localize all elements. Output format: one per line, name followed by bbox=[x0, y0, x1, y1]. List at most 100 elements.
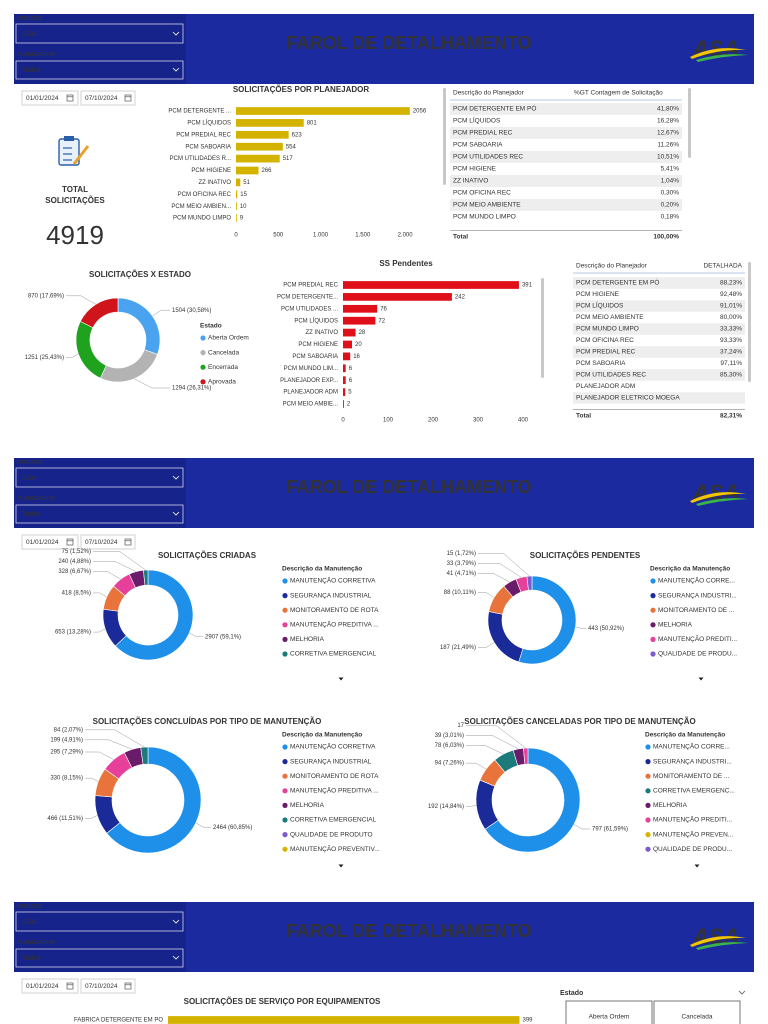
legend-label: MELHORIA bbox=[653, 802, 688, 809]
legend-marker bbox=[650, 593, 656, 599]
legend-scroll[interactable] bbox=[698, 677, 704, 681]
table-cell: ZZ INATIVO bbox=[453, 178, 488, 185]
dropdown[interactable] bbox=[15, 60, 184, 80]
data-label: 623 bbox=[292, 132, 303, 138]
dropdown[interactable] bbox=[15, 911, 184, 932]
bar bbox=[343, 316, 376, 325]
legend-marker bbox=[282, 636, 288, 643]
legend-marker bbox=[282, 759, 288, 765]
calendar-icon bbox=[124, 94, 132, 102]
data-label: 554 bbox=[286, 144, 297, 150]
bar bbox=[343, 281, 519, 289]
table-cell: 88,23% bbox=[720, 280, 742, 287]
legend-scroll[interactable] bbox=[694, 864, 700, 868]
date-box[interactable] bbox=[21, 90, 79, 106]
logo-swoosh bbox=[690, 48, 746, 59]
date-box[interactable] bbox=[80, 534, 136, 550]
slicer-button[interactable] bbox=[565, 1000, 653, 1024]
dropdown-caret bbox=[172, 31, 180, 36]
legend-label: MANUTENÇÃO CORRE... bbox=[658, 576, 735, 585]
leader-line bbox=[466, 805, 477, 807]
category-label: PCM SABOARIA bbox=[185, 144, 231, 150]
legend-label: MONITORAMENTO DE ROTA bbox=[290, 773, 379, 780]
filter-label: UNIDADE bbox=[17, 460, 42, 466]
table-cell: 85,30% bbox=[720, 372, 742, 379]
dropdown[interactable] bbox=[15, 504, 184, 524]
table-header: %GT Contagem de Solicitação bbox=[574, 90, 663, 97]
table-total-bg bbox=[573, 410, 745, 421]
category-label: PLANEJADOR EXP... bbox=[280, 378, 338, 384]
leader-line bbox=[85, 729, 145, 748]
bar bbox=[236, 142, 283, 151]
x-tick-label: 300 bbox=[473, 418, 484, 424]
legend-label: MANUTENÇÃO CORRE... bbox=[653, 742, 730, 751]
legend-label: QUALIDADE DE PRODUTO bbox=[290, 831, 373, 838]
leader-line bbox=[478, 573, 510, 583]
legend-scroll[interactable] bbox=[338, 677, 344, 681]
table-cell: PCM OFICINA REC bbox=[576, 337, 634, 344]
x-tick-label: 1.500 bbox=[355, 233, 371, 239]
legend-label: MELHORIA bbox=[290, 636, 325, 643]
scrollbar[interactable] bbox=[541, 278, 544, 378]
data-label: 1294 (26,31%) bbox=[172, 386, 211, 392]
table-row-bg bbox=[573, 300, 745, 312]
scrollbar[interactable] bbox=[748, 262, 751, 382]
x-tick-label: 2.000 bbox=[398, 233, 414, 239]
category-label: ZZ INATIVO bbox=[305, 330, 338, 336]
header-title: FAROL DE DETALHAMENTO bbox=[286, 33, 531, 53]
date-start: 01/01/2024 bbox=[26, 95, 59, 102]
category-label: FABRICA DETERGENTE EM PO bbox=[74, 1018, 163, 1024]
slicer-button[interactable] bbox=[653, 1000, 741, 1024]
dropdown[interactable] bbox=[15, 948, 184, 968]
legend-marker bbox=[650, 578, 656, 584]
donut-slice bbox=[487, 611, 524, 663]
bar bbox=[343, 293, 452, 301]
data-label: 1251 (25,43%) bbox=[25, 355, 64, 361]
table-cell: PCM MEIO AMBIENTE bbox=[576, 314, 644, 321]
category-label: PCM OFICINA REC bbox=[178, 192, 232, 198]
date-box[interactable] bbox=[80, 90, 136, 106]
date-box[interactable] bbox=[21, 978, 79, 994]
kpi-icon-pencil bbox=[72, 145, 90, 165]
table-cell: PCM MUNDO LIMPO bbox=[576, 326, 639, 333]
category-label: PCM UTILIDADES ... bbox=[281, 306, 338, 312]
bar bbox=[236, 130, 289, 139]
table-row-bg bbox=[573, 392, 745, 404]
legend-label: SEGURANÇA INDUSTRIAL bbox=[290, 758, 372, 765]
table-row-bg bbox=[450, 127, 682, 139]
legend-label: MANUTENÇÃO PREDITIVA ... bbox=[290, 620, 379, 629]
category-label: PLANEJADOR ADM bbox=[283, 390, 338, 396]
leader-line bbox=[478, 553, 530, 577]
table-header: Descrição do Planejador bbox=[453, 90, 525, 97]
leader-line bbox=[478, 642, 495, 648]
legend-label: MANUTENÇÃO PREDITIVA ... bbox=[290, 786, 379, 795]
scrollbar[interactable] bbox=[443, 88, 446, 185]
date-box[interactable] bbox=[21, 534, 79, 550]
bar bbox=[236, 154, 280, 163]
table-row-bg bbox=[450, 175, 682, 187]
legend-marker bbox=[282, 802, 288, 809]
legend-label: QUALIDADE DE PRODU... bbox=[653, 846, 732, 853]
bar bbox=[343, 328, 356, 337]
kpi-value: 4919 bbox=[46, 220, 104, 250]
leader-line bbox=[93, 628, 106, 633]
legend-marker bbox=[650, 636, 656, 643]
legend-label: MELHORIA bbox=[658, 622, 693, 629]
data-label: 2464 (60,85%) bbox=[213, 825, 252, 831]
date-box[interactable] bbox=[80, 978, 136, 994]
dropdown[interactable] bbox=[15, 23, 184, 44]
category-label: PCM SABOARIA bbox=[292, 354, 338, 360]
data-label: 466 (11,51%) bbox=[47, 816, 83, 822]
legend-title: Descrição da Manutenção bbox=[282, 566, 362, 573]
legend-scroll[interactable] bbox=[338, 864, 344, 868]
table-cell: 41,80% bbox=[657, 106, 679, 113]
legend-marker bbox=[200, 379, 206, 385]
data-label: 240 (4,88%) bbox=[58, 559, 91, 565]
table-cell: 10,51% bbox=[657, 154, 679, 161]
scrollbar[interactable] bbox=[688, 88, 691, 158]
calendar-icon bbox=[66, 538, 74, 546]
legend-label: SEGURANÇA INDUSTRI... bbox=[653, 758, 732, 765]
category-label: PCM MEIO AMBIEN... bbox=[171, 204, 231, 210]
dropdown[interactable] bbox=[15, 467, 184, 488]
bar bbox=[168, 1016, 520, 1024]
